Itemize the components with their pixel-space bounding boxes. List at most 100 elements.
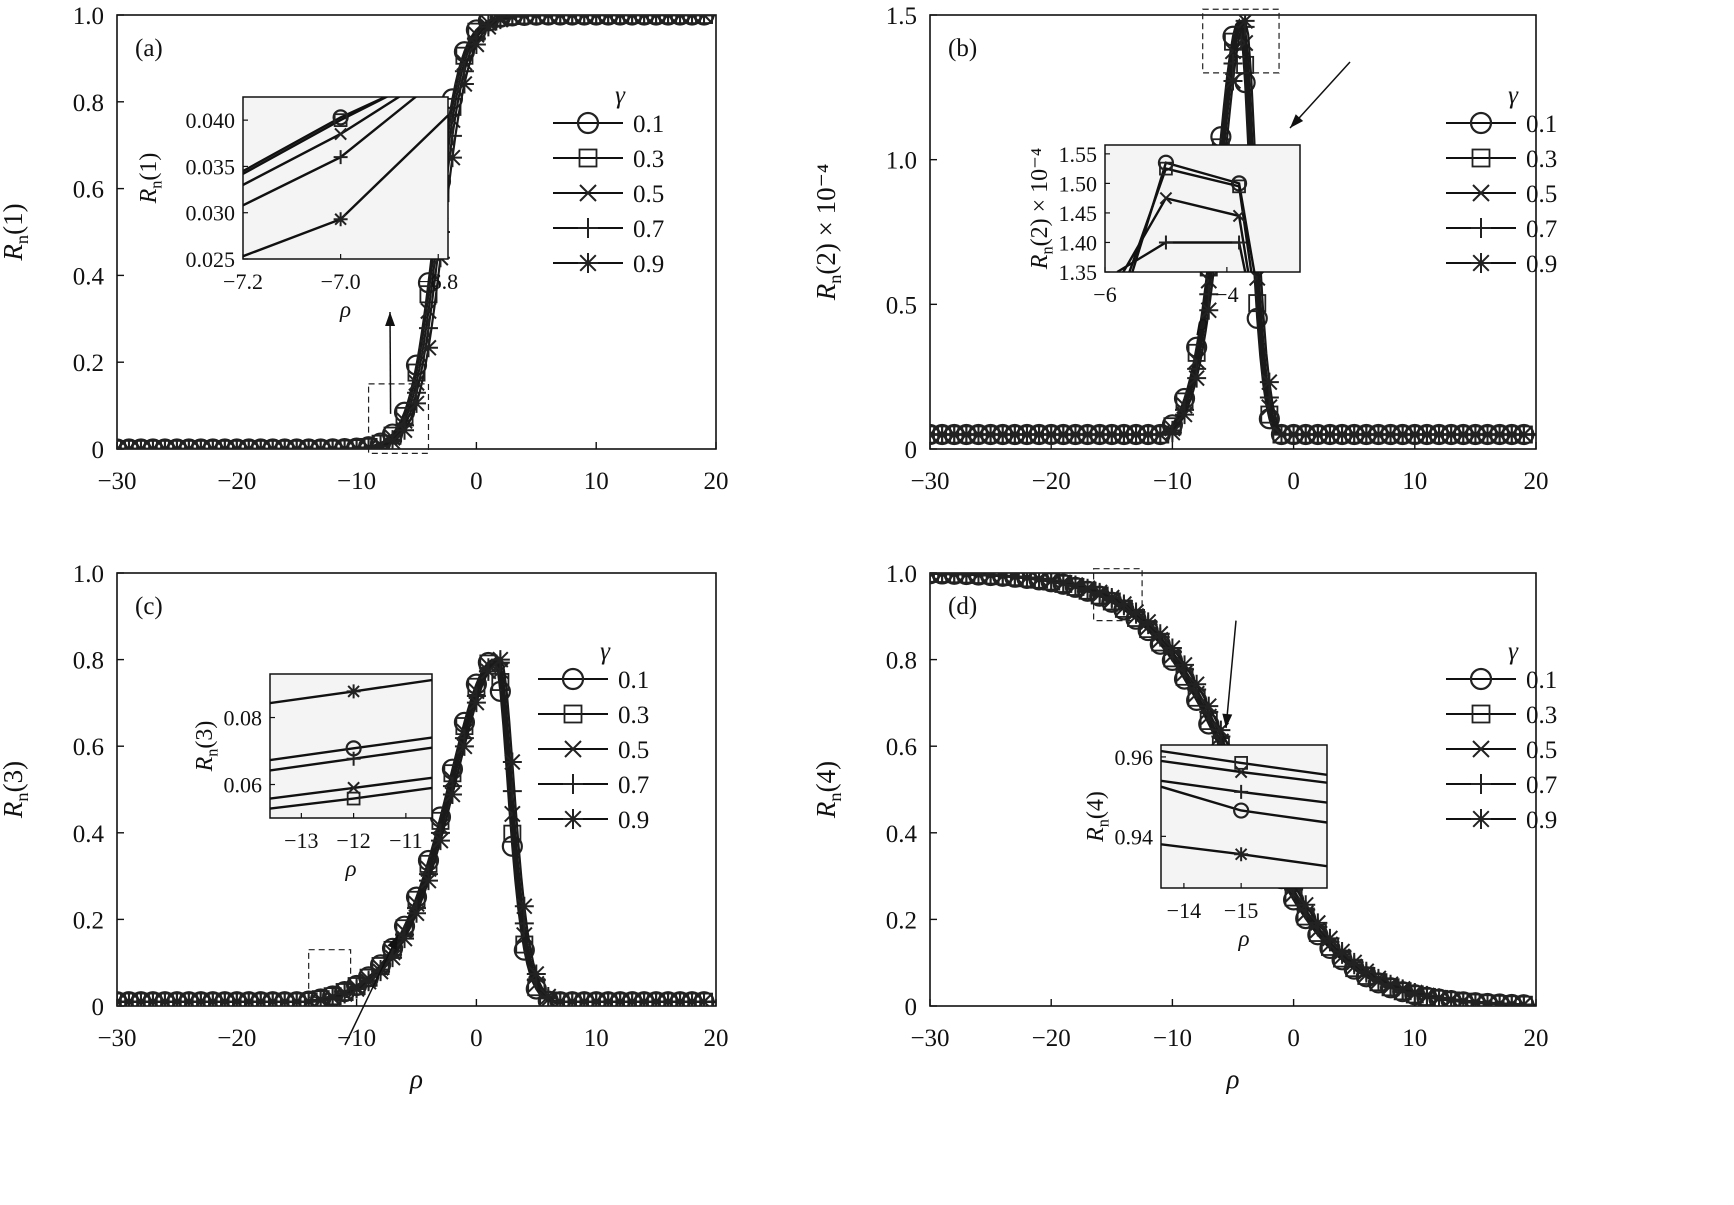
y-axis-label-main: R (0, 244, 28, 262)
data-point-star (347, 979, 367, 999)
data-point-star (287, 992, 307, 1006)
data-point-star (1223, 71, 1243, 91)
legend-label: 0.5 (1526, 181, 1557, 208)
data-point-star (1429, 425, 1449, 445)
data-point-star (418, 338, 438, 358)
data-point-star (1138, 425, 1158, 445)
zoom-box (1093, 568, 1143, 622)
y-tick-label: 0 (92, 437, 105, 464)
legend-label: 0.1 (633, 111, 664, 138)
data-point-star (1465, 425, 1485, 445)
data-point-star (1126, 425, 1146, 445)
data-point-star (1126, 602, 1146, 622)
inset-y-axis-label-suffix: × 10⁻⁴ (1027, 148, 1053, 219)
y-tick-label: 1.0 (886, 148, 917, 175)
zoom-box (367, 383, 430, 454)
inset-x-tick-label: −13 (284, 828, 318, 853)
legend-label: 0.7 (1526, 216, 1557, 243)
inset-y-axis-label: Rn(3) (192, 721, 221, 773)
legend-label: 0.1 (618, 667, 649, 694)
inset-y-tick-label: 0.030 (186, 201, 236, 226)
data-point-star (1356, 961, 1376, 981)
data-point-star (634, 15, 654, 25)
data-point-star (275, 992, 295, 1006)
data-point-star (430, 831, 450, 851)
data-point-star (454, 736, 474, 756)
y-axis-label-arg: (1) (0, 203, 28, 234)
y-tick-label: 0.6 (73, 734, 104, 761)
data-point-star (932, 573, 952, 584)
data-point-star (1199, 300, 1219, 320)
y-tick-label: 1.0 (73, 3, 104, 30)
legend: γ 0.1 0.3 0.5 0.7 0.9 (1446, 82, 1557, 278)
inset-y-tick-label: 1.50 (1059, 171, 1098, 196)
data-point-star (1429, 988, 1449, 1006)
data-point-star (466, 693, 486, 713)
data-point-star (932, 425, 952, 445)
zoom-arrow-head (1290, 114, 1304, 128)
x-tick-label: −20 (1032, 468, 1071, 495)
y-axis-label-arg: (3) (0, 761, 28, 792)
inset-series (1116, 154, 1256, 272)
data-point-star (586, 992, 606, 1006)
inset-y-axis-label-main: R (1027, 254, 1053, 270)
data-point-star (1150, 425, 1170, 445)
inset-frame (242, 96, 449, 260)
data-point-star (1368, 425, 1388, 445)
inset-point-plus (1232, 235, 1247, 250)
inset-point-x (347, 781, 360, 795)
data-point-star (1502, 425, 1522, 445)
data-point-star (1150, 624, 1170, 644)
y-tick-label: 0.4 (886, 821, 918, 848)
data-point-star (944, 425, 964, 445)
x-tick-label: −20 (217, 1025, 256, 1052)
data-point-star (155, 992, 175, 1006)
panel-c: −30 −20 −10 0 10 2000.20.40.60.81.0Rn(3)ρ(c)−… (0, 561, 729, 1094)
y-tick-label: 0.8 (73, 90, 104, 117)
data-point-star (1065, 575, 1085, 595)
data-point-star (143, 992, 163, 1006)
data-point-star (335, 984, 355, 1004)
inset-point-square (1234, 756, 1248, 770)
x-tick-label: −10 (337, 1025, 376, 1052)
data-point-star (1296, 425, 1316, 445)
x-tick-label: 0 (1287, 1025, 1300, 1052)
data-point-star (1441, 990, 1461, 1006)
data-point-star (1332, 425, 1352, 445)
inset-a: −7.2 −7.0 −6.8 0.025 0.030 0.035 0.040 ρ Rn(1) (136, 96, 458, 414)
inset-line-circle (1161, 785, 1327, 824)
data-point-star (1502, 994, 1522, 1006)
data-point-star (968, 573, 988, 585)
inset-x-tick-label: −14 (1167, 898, 1201, 923)
data-point-star (311, 990, 331, 1006)
data-point-star (538, 15, 558, 25)
data-point-star (1514, 995, 1534, 1006)
inset-point-square (346, 791, 361, 806)
legend-marker-x (1472, 740, 1490, 758)
inset-y-axis-label-arg: (2) (1027, 218, 1053, 246)
y-axis-label-main: R (811, 283, 841, 301)
data-point-star (383, 432, 403, 449)
data-point-plus (418, 318, 438, 338)
inset-x-tick-label: −12 (336, 828, 370, 853)
x-tick-label: −20 (217, 468, 256, 495)
legend: γ 0.1 0.3 0.5 0.7 0.9 (553, 82, 664, 278)
legend: γ 0.1 0.3 0.5 0.7 0.9 (1446, 638, 1557, 834)
x-axis-label: ρ (1226, 1064, 1240, 1094)
data-point-star (215, 992, 235, 1006)
data-point-star (1053, 425, 1073, 445)
legend-label: 0.5 (618, 737, 649, 764)
data-point-star (526, 964, 546, 984)
data-point-star (1368, 968, 1388, 988)
inset-point-x (1234, 765, 1248, 779)
inset-line-square (1128, 167, 1253, 272)
data-point-star (1053, 573, 1073, 592)
data-point-star (359, 972, 379, 992)
data-point-star (1235, 15, 1255, 31)
data-point-star (526, 15, 546, 25)
x-tick-label: 0 (470, 468, 483, 495)
data-point-star (622, 15, 642, 25)
series-group (930, 15, 1536, 446)
y-tick-label: 1.5 (886, 3, 917, 30)
